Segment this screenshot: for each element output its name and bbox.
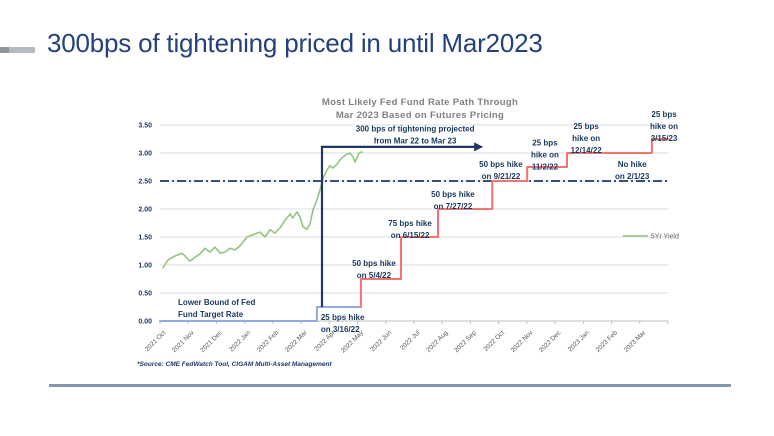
x-axis-label: 2022 Oct [482, 329, 506, 353]
chart-annotation: 300 bps of tightening projected from Mar … [356, 125, 475, 146]
y-axis-label: 2.50 [138, 179, 152, 186]
x-axis-label: 2022 Nov [510, 329, 535, 354]
y-axis-label: 2.00 [138, 207, 152, 214]
accent-bar-dark-segment [0, 47, 9, 53]
y-axis-label: 3.00 [138, 151, 152, 158]
chart-annotation: No hike on 2/1/23 [615, 160, 650, 181]
chart-annotation: 25 bps hike on 3/16/22 [321, 313, 365, 334]
y-axis-label: 0.00 [138, 319, 152, 326]
chart-annotation: 25 bps hike on 12/14/22 [571, 122, 603, 155]
x-axis-label: 2021 Oct [144, 329, 168, 353]
y-axis-label: 0.50 [138, 291, 152, 298]
chart-annotation: 25 bps hike on 3/15/23 [650, 110, 678, 143]
chart-annotation: 25 bps hike on 11/2/22 [531, 139, 559, 172]
x-axis-label: 2021 Dec [199, 329, 224, 354]
five-year-yield-line [162, 151, 363, 269]
x-axis-label: 2023 Mar [623, 329, 648, 354]
source-note: *Source: CME FedWatch Tool, CIGAM Multi-… [137, 361, 332, 368]
accent-bar-light-segment [9, 47, 35, 53]
chart-annotation: 50 bps hike on 5/4/22 [352, 259, 396, 280]
x-axis-label: 2022 Jan [228, 329, 252, 353]
x-axis-label: 2022 Feb [256, 329, 281, 354]
x-axis-label: 2023 Feb [595, 329, 620, 354]
y-axis-label: 1.00 [138, 263, 152, 270]
y-axis-label: 1.50 [138, 235, 152, 242]
chart-title: Most Likely Fed Fund Rate Path Through [322, 97, 518, 108]
chart-title: Mar 2023 Based on Futures Pricing [336, 110, 504, 121]
x-axis-label: 2021 Nov [171, 329, 196, 354]
x-axis-label: 2023 Jan [567, 329, 591, 353]
title-accent-bar [0, 47, 35, 53]
x-axis-label: 2022 Jun [369, 329, 393, 353]
projection-bracket [320, 145, 477, 307]
projection-arrowhead [474, 142, 484, 152]
x-axis-label: 2022 Jul [399, 329, 422, 352]
legend-label: 5Yr Yield [651, 233, 679, 240]
slide-title: 300bps of tightening priced in until Mar… [47, 28, 543, 58]
x-axis-label: 2022 Aug [425, 329, 450, 354]
x-axis-label: 2022 Sep [453, 329, 478, 354]
fed-rate-path-chart: 0.00 0.50 1.00 1.50 2.00 2.50 3.00 3.50 2021 Oct… [138, 97, 679, 355]
chart-annotation: 50 bps hike on 7/27/22 [431, 190, 475, 211]
x-axis-label: 2022 Dec [538, 329, 563, 354]
chart-annotation: 75 bps hike on 6/15/22 [388, 219, 432, 240]
actual-lower-bound-line [159, 306, 362, 322]
chart-annotation: Lower Bound of Fed Fund Target Rate [178, 298, 255, 319]
x-axis-label: 2022 Mar [284, 329, 309, 354]
chart-annotation: 50 bps hike on 9/21/22 [479, 160, 523, 181]
y-axis-label: 3.50 [138, 123, 152, 130]
projected-rate-step-line [359, 138, 669, 308]
bottom-divider [49, 384, 731, 387]
